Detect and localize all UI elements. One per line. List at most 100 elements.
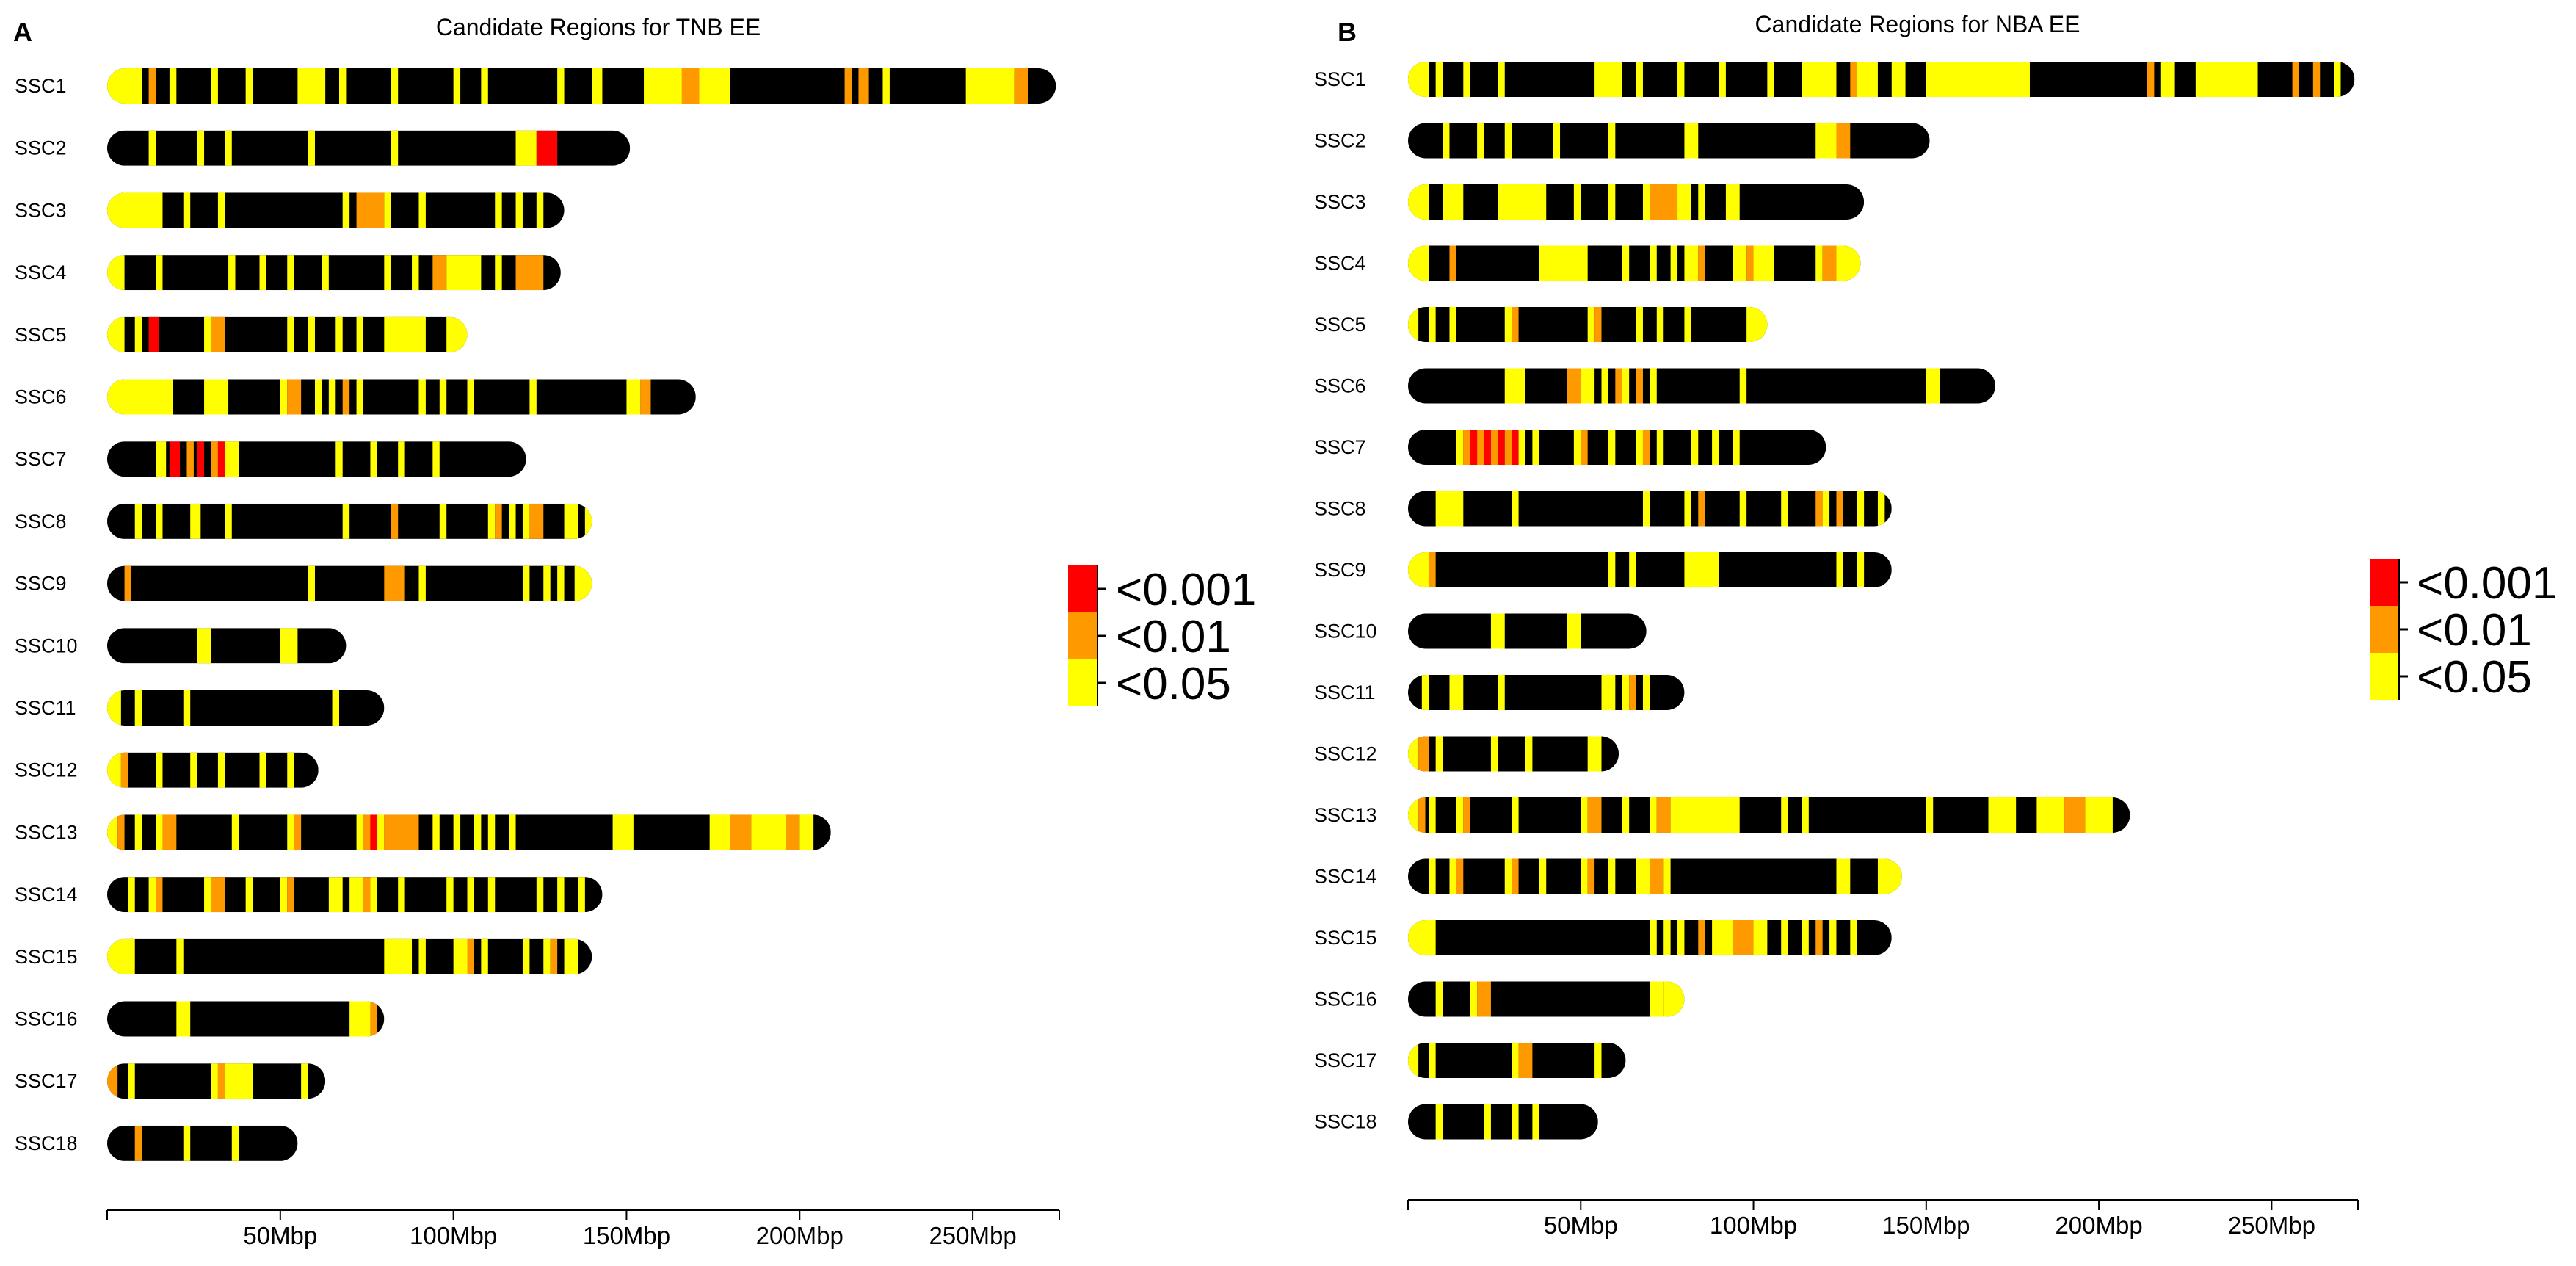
candidate-region — [418, 938, 426, 974]
chromosome-label: SSC10 — [1314, 621, 1377, 643]
candidate-region — [1408, 552, 1429, 587]
chromosome-ssc9 — [1408, 552, 1892, 587]
candidate-region — [169, 441, 181, 477]
candidate-region — [156, 814, 163, 850]
candidate-region — [1691, 430, 1699, 465]
candidate-region — [2292, 62, 2300, 97]
candidate-region — [1650, 920, 1657, 955]
chromosome-label: SSC1 — [15, 75, 67, 97]
x-tick-label: 150Mbp — [1882, 1212, 1970, 1239]
candidate-region — [1594, 62, 1622, 97]
chromosome-bar — [1408, 736, 1619, 772]
candidate-region — [1539, 858, 1547, 894]
candidate-region — [1677, 62, 1685, 97]
chromosome-label: SSC15 — [15, 946, 78, 968]
candidate-region — [134, 503, 142, 539]
candidate-region — [1642, 184, 1650, 220]
candidate-region — [176, 1001, 191, 1037]
candidate-region — [1435, 1104, 1443, 1140]
candidate-region — [1684, 552, 1719, 587]
candidate-region — [453, 938, 468, 974]
chromosome-label: SSC10 — [15, 634, 78, 656]
candidate-region — [245, 68, 253, 104]
candidate-region — [1656, 430, 1664, 465]
candidate-region — [308, 565, 315, 601]
chromosome-label: SSC5 — [1314, 314, 1366, 336]
candidate-region — [2195, 62, 2258, 97]
candidate-region — [1781, 920, 1788, 955]
x-tick-label: 200Mbp — [2055, 1212, 2142, 1239]
candidate-region — [1636, 62, 1643, 97]
candidate-region — [1014, 68, 1028, 104]
candidate-region — [1636, 858, 1650, 894]
candidate-region — [661, 68, 682, 104]
candidate-region — [1512, 1043, 1519, 1078]
candidate-region — [384, 316, 426, 352]
candidate-region — [699, 68, 730, 104]
candidate-region — [391, 130, 399, 166]
candidate-region — [2334, 62, 2341, 97]
chromosome-ssc16 — [107, 1001, 385, 1037]
candidate-region — [751, 814, 786, 850]
candidate-region — [1802, 62, 1837, 97]
legend-label: <0.01 — [2417, 605, 2532, 656]
candidate-region — [107, 68, 142, 104]
candidate-region — [1663, 858, 1671, 894]
candidate-region — [481, 938, 488, 974]
candidate-region — [1677, 184, 1691, 220]
candidate-region — [1456, 858, 1464, 894]
candidate-region — [384, 814, 419, 850]
candidate-region — [204, 379, 229, 415]
candidate-region — [1504, 123, 1512, 159]
candidate-region — [1573, 184, 1581, 220]
candidate-region — [799, 814, 814, 850]
candidate-region — [1504, 430, 1512, 465]
candidate-region — [1435, 491, 1464, 527]
candidate-region — [225, 441, 239, 477]
chromosome-label: SSC11 — [15, 697, 76, 719]
candidate-region — [391, 503, 399, 539]
x-tick-label: 250Mbp — [929, 1222, 1016, 1249]
candidate-region — [148, 130, 156, 166]
candidate-region — [844, 68, 852, 104]
candidate-region — [308, 316, 315, 352]
candidate-region — [1408, 307, 1419, 342]
candidate-region — [314, 379, 322, 415]
candidate-region — [1608, 430, 1616, 465]
candidate-region — [1601, 368, 1608, 404]
candidate-region — [335, 441, 343, 477]
candidate-region — [1781, 491, 1788, 527]
candidate-region — [965, 68, 973, 104]
candidate-region — [1608, 552, 1616, 587]
candidate-region — [446, 316, 468, 352]
candidate-region — [1518, 1043, 1533, 1078]
candidate-region — [2160, 62, 2175, 97]
candidate-region — [1753, 245, 1774, 281]
candidate-region — [1498, 430, 1505, 465]
candidate-region — [294, 814, 302, 850]
chromosome-ssc5 — [1408, 307, 1768, 342]
candidate-region — [1642, 491, 1650, 527]
candidate-region — [1815, 123, 1837, 159]
candidate-region — [1594, 1043, 1602, 1078]
candidate-region — [363, 877, 371, 913]
candidate-region — [1815, 491, 1823, 527]
chromosome-ssc17 — [107, 1063, 326, 1099]
candidate-region — [245, 877, 253, 913]
candidate-region — [1802, 797, 1809, 833]
candidate-region — [1456, 797, 1464, 833]
chromosome-ssc18 — [107, 1125, 298, 1161]
candidate-region — [1512, 307, 1519, 342]
candidate-region — [107, 316, 125, 352]
candidate-region — [467, 938, 474, 974]
candidate-region — [515, 130, 537, 166]
chromosome-label: SSC9 — [1314, 559, 1366, 581]
candidate-region — [231, 1125, 239, 1161]
candidate-region — [156, 255, 163, 291]
candidate-region — [709, 814, 730, 850]
candidate-region — [134, 814, 142, 850]
candidate-region — [228, 255, 236, 291]
legend-label: <0.05 — [1116, 659, 1231, 709]
candidate-region — [529, 503, 544, 539]
candidate-region — [156, 877, 163, 913]
